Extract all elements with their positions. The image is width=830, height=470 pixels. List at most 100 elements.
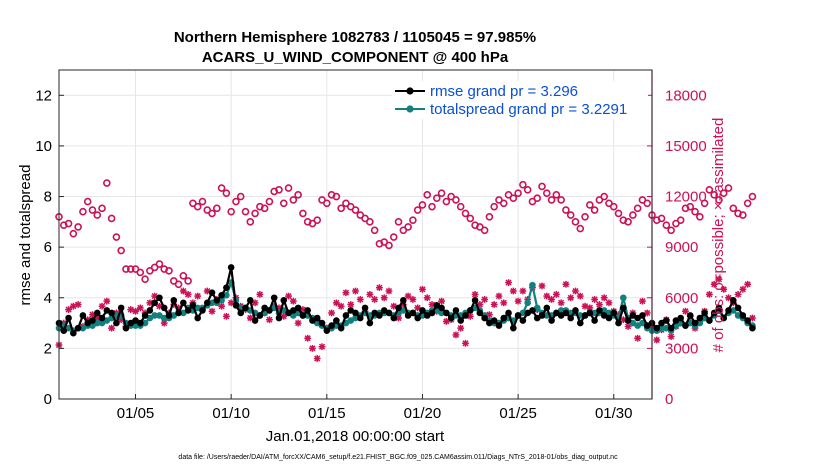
obs-assimilated-point-stroke [385,287,393,295]
obs-possible-point [624,218,632,226]
obs-possible-point [461,209,470,218]
obs-assimilated-point [457,324,465,332]
obs-assimilated-point [74,301,82,308]
obs-possible-point [672,219,680,228]
obs-assimilated-point [332,299,340,307]
obs-assimilated-point [605,299,613,307]
obs-assimilated-point [251,299,259,307]
obs-possible-point [64,219,73,228]
rmse-point [667,324,675,332]
rmse-point [323,327,331,334]
obs-possible-point [662,221,671,230]
rmse-point [180,299,187,307]
obs-assimilated-point-stroke [247,314,254,322]
obs-assimilated-point [567,294,575,302]
obs-possible-point [217,184,226,192]
obs-possible-point [643,199,652,208]
rmse-point [414,314,421,322]
obs-possible-point [150,263,159,272]
x-tick-label: 01/10 [212,405,250,422]
rmse-point [428,309,436,317]
obs-possible-point [169,277,178,285]
obs-assimilated-point-stroke [161,319,168,327]
obs-possible-point [614,209,623,218]
obs-possible-point [126,265,135,273]
obs-possible-point [246,218,255,226]
obs-possible-point [437,189,446,197]
y-tick-label-left: 6 [44,239,52,256]
obs-assimilated-point-stroke [720,286,727,293]
rmse-point [65,314,72,322]
obs-assimilated-point [337,302,345,310]
obs-possible-point [289,196,298,204]
rmse-point [734,304,742,312]
rmse-point [203,299,211,307]
rmse-point [376,312,383,319]
obs-assimilated-point-stroke [304,335,311,342]
rmse-point [93,309,101,317]
rmse-point [519,317,527,324]
obs-assimilated-point [438,297,445,305]
obs-possible-point [251,209,259,218]
rmse-point [500,314,508,322]
rmse-point [313,314,321,322]
obs-possible-point [174,280,183,289]
obs-assimilated-point-stroke [208,308,216,315]
obs-possible-point [705,185,714,194]
obs-possible-point [208,209,216,218]
rmse-series [55,264,756,337]
rmse-point [572,307,579,314]
obs-assimilated-point-stroke [553,291,560,298]
obs-possible-point [633,204,642,213]
obs-possible-point [609,202,618,211]
rmse-point [395,304,402,312]
rmse-point [586,309,594,317]
totalspread-point [151,312,158,319]
rmse-point [710,309,718,317]
obs-possible-point [595,196,604,204]
obs-assimilated-point [222,312,230,320]
obs-possible-point [318,196,326,204]
obs-assimilated-point-stroke [625,323,632,330]
rmse-point [270,294,278,302]
rmse-point [443,309,450,317]
obs-possible-point [428,202,436,211]
obs-assimilated-point [519,287,527,295]
obs-assimilated-point [184,290,192,298]
obs-assimilated-point-stroke [180,287,187,295]
rmse-point [481,314,488,322]
obs-assimilated-point-stroke [591,296,598,303]
rmse-point [686,312,694,319]
obs-assimilated-point [705,290,713,298]
obs-assimilated-point-stroke [156,303,163,310]
rmse-point [256,312,264,319]
obs-assimilated-point [108,324,116,332]
rmse-point [136,319,144,327]
obs-possible-point [361,214,369,223]
rmse-point [744,317,751,324]
totalspread-point [658,324,665,332]
obs-assimilated-point-stroke [725,294,732,301]
obs-assimilated-point-stroke [194,293,201,300]
obs-assimilated-point-stroke [562,281,569,288]
obs-assimilated-point-stroke [495,293,503,300]
obs-assimilated-point-stroke [462,340,469,347]
obs-assimilated-point [289,297,297,305]
obs-possible-point [389,233,398,241]
obs-possible-point [542,189,551,197]
obs-assimilated-point [500,299,508,307]
obs-assimilated-point-stroke [706,291,713,298]
obs-assimilated-point [442,317,450,325]
obs-possible-point [232,197,240,206]
obs-assimilated-point-stroke [342,289,350,296]
rmse-point [60,327,68,334]
obs-assimilated-point-stroke [634,335,641,342]
obs-assimilated-point-stroke [668,333,675,340]
rmse-point [361,304,369,312]
rmse-point [447,314,455,322]
rmse-point [706,317,713,324]
obs-possible-point [394,218,403,226]
obs-assimilated-point [543,292,551,300]
rmse-point [328,322,335,329]
